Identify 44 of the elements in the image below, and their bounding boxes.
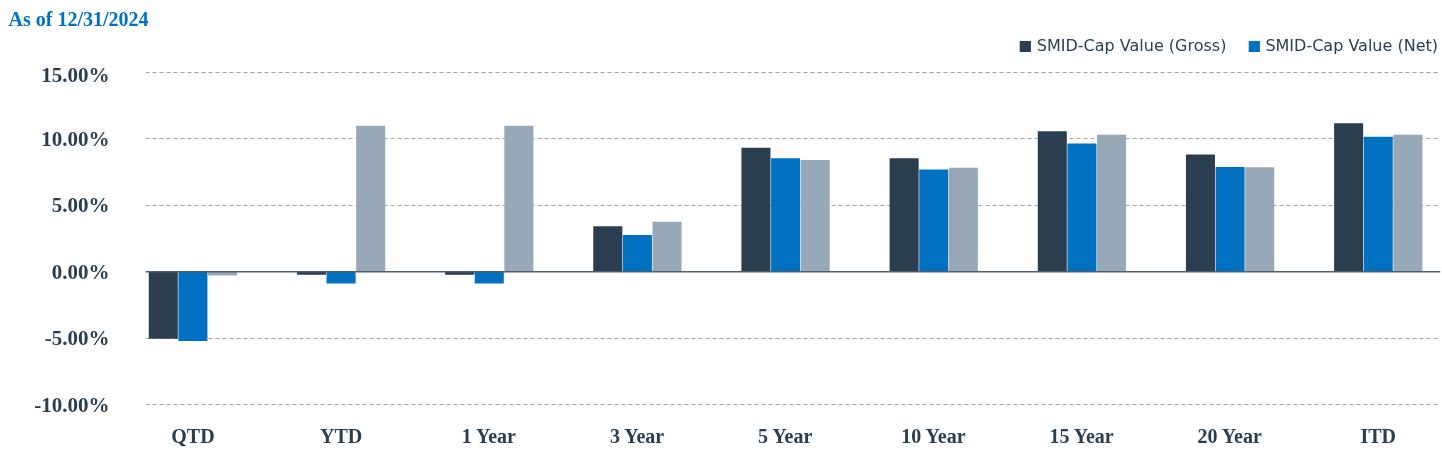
y-tick-label: 5.00% — [51, 193, 110, 218]
y-tick-label: -5.00% — [44, 326, 110, 351]
bar — [1037, 131, 1067, 272]
legend-label: SMID-Cap Value (Net) — [1265, 36, 1438, 55]
x-tick-label: 1 Year — [461, 424, 517, 447]
x-tick-label: 5 Year — [758, 424, 813, 447]
bar — [1215, 166, 1245, 272]
legend-label: SMID-Cap Value (Gross) — [1036, 36, 1227, 55]
x-tick-label: QTD — [171, 424, 215, 447]
x-tick-label: 20 Year — [1197, 424, 1262, 447]
bar — [1334, 123, 1364, 272]
bar — [504, 125, 534, 272]
bar — [1393, 134, 1423, 272]
bar — [889, 158, 919, 272]
bar — [1185, 154, 1215, 272]
x-tick-label: 15 Year — [1049, 424, 1114, 447]
bar — [474, 271, 504, 284]
bar — [148, 271, 178, 339]
x-tick-label: 10 Year — [901, 424, 966, 447]
bar — [178, 271, 208, 342]
chart-title: As of 12/31/2024 — [8, 7, 149, 30]
bar — [948, 167, 978, 272]
bar — [800, 160, 830, 272]
bar — [622, 234, 652, 272]
y-tick-label: 0.00% — [51, 259, 110, 284]
bar — [919, 169, 949, 272]
bar — [1067, 143, 1097, 272]
bar — [1097, 134, 1127, 272]
bar — [445, 271, 475, 275]
bar — [1363, 136, 1393, 272]
x-tick-label: YTD — [319, 424, 363, 447]
y-tick-label: 10.00% — [41, 126, 110, 151]
y-tick-label: -10.00% — [34, 392, 110, 417]
bar — [356, 125, 386, 272]
bar — [1245, 167, 1275, 272]
bar — [296, 271, 326, 275]
bar — [741, 147, 771, 272]
x-tick-label: 3 Year — [609, 424, 665, 447]
bar — [593, 226, 623, 272]
bar — [326, 271, 356, 284]
y-tick-label: 15.00% — [41, 62, 110, 87]
bar — [652, 221, 682, 272]
bar — [771, 158, 801, 272]
x-tick-label: ITD — [1360, 424, 1397, 447]
